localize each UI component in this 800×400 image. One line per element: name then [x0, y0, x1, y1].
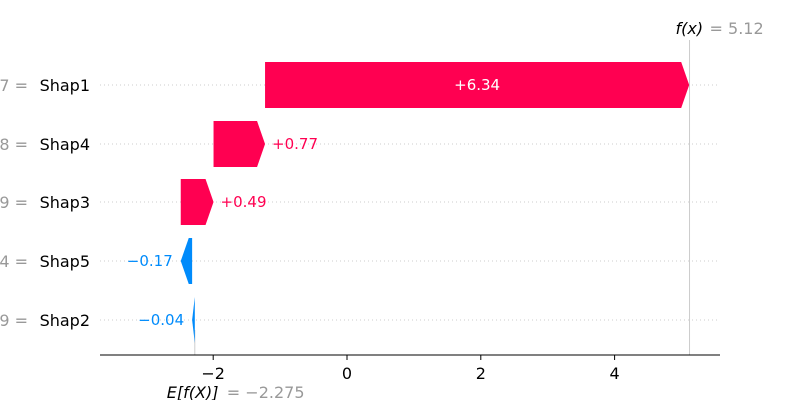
- bars-layer: [180, 62, 690, 343]
- feature-name-label: Shap2: [40, 311, 90, 330]
- waterfall-bar-shap3: [180, 179, 214, 225]
- waterfall-bar-shap2: [192, 297, 195, 343]
- base-value-key: E[f(X)]: [167, 383, 219, 400]
- output-value-key: f(x): [676, 19, 704, 38]
- feature-name-label: Shap5: [40, 252, 90, 271]
- feature-value-label: 7 =: [0, 76, 28, 95]
- base-value-text: = −2.275: [227, 383, 305, 400]
- waterfall-bar-shap1: [265, 62, 690, 108]
- annotations: f(x) = 5.12 E[f(X)] = −2.275: [167, 19, 764, 400]
- feature-value-label: 4 =: [0, 252, 28, 271]
- labels-layer: +6.34 Shap1 7 = +0.77 Shap4 8 = +0.49 Shap3 9 = −…: [0, 76, 500, 330]
- bar-value-label: −0.17: [127, 252, 173, 270]
- bar-value-label: +6.34: [454, 76, 500, 94]
- x-tick-label: −2: [201, 364, 225, 383]
- feature-name-label: Shap3: [40, 193, 90, 212]
- waterfall-bar-shap5: [180, 238, 193, 284]
- output-value-text: = 5.12: [710, 19, 764, 38]
- feature-name-label: Shap1: [40, 76, 90, 95]
- waterfall-bar-shap4: [213, 121, 266, 167]
- feature-value-label: 8 =: [0, 135, 28, 154]
- bar-value-label: +0.49: [221, 193, 267, 211]
- x-axis: −2 0 2 4: [100, 354, 720, 383]
- x-tick-label: 2: [476, 364, 486, 383]
- bar-value-label: −0.04: [138, 311, 184, 329]
- bar-value-label: +0.77: [272, 135, 318, 153]
- x-tick-label: 4: [610, 364, 620, 383]
- x-tick-label: 0: [342, 364, 352, 383]
- feature-name-label: Shap4: [40, 135, 90, 154]
- feature-value-label: 9 =: [0, 193, 28, 212]
- feature-value-label: 9 =: [0, 311, 28, 330]
